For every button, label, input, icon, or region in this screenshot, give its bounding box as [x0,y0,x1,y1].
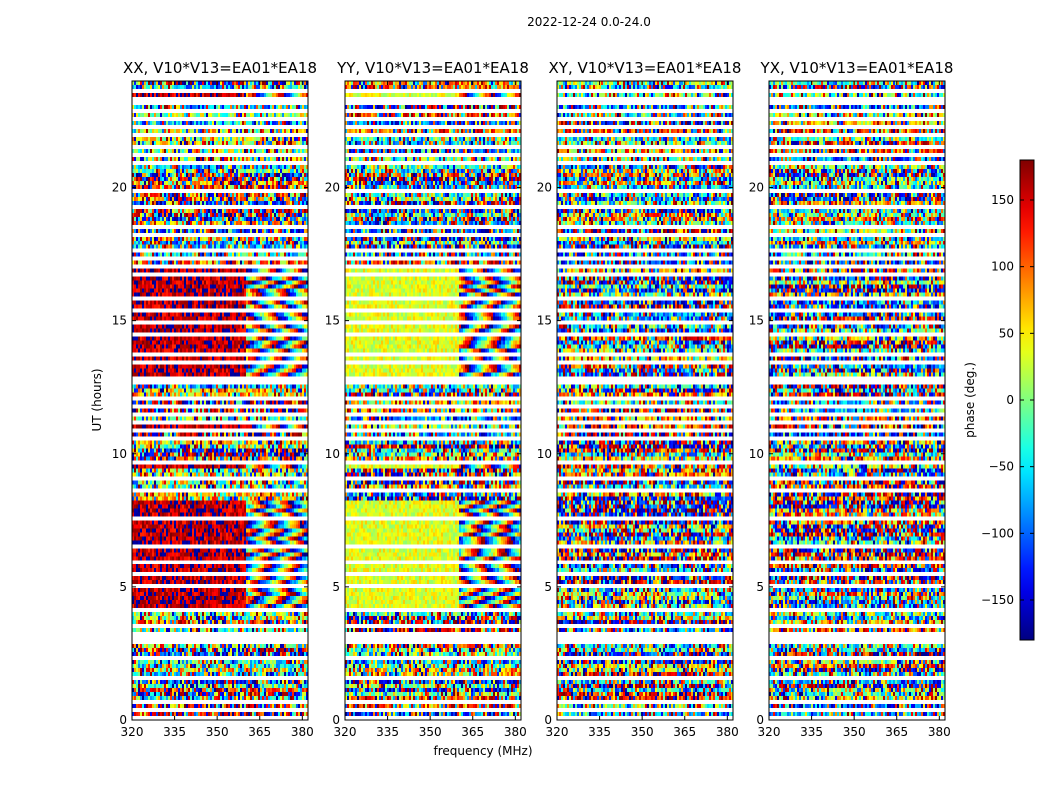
y-tick-label: 15 [112,314,127,328]
panel-2-frame [344,80,522,721]
y-tick-label: 20 [325,181,340,195]
y-tick-label: 20 [537,181,552,195]
colorbar-tick-label: 150 [991,193,1014,207]
y-tick-label: 10 [325,447,340,461]
x-tick-label: 365 [248,725,271,739]
panel-3-title: XY, V10*V13=EA01*EA18 [549,59,742,77]
figure-suptitle: 2022-12-24 0.0-24.0 [527,15,651,29]
y-tick-label: 10 [112,447,127,461]
panel-2-heatmap [345,81,521,720]
colorbar-tick-label: 50 [999,326,1014,340]
panel-3-heatmap [557,81,733,720]
panel-4-frame [768,80,946,721]
panel-2-title: YY, V10*V13=EA01*EA18 [336,59,529,77]
x-tick-label: 350 [631,725,654,739]
x-tick-label: 320 [121,725,144,739]
colorbar-label: phase (deg.) [963,362,977,438]
panel-2: YY, V10*V13=EA01*EA18 320 335 350 365 380 0 5 10… [325,59,529,739]
y-tick-label: 10 [749,447,764,461]
y-tick-label: 0 [332,713,340,727]
x-tick-label: 380 [504,725,527,739]
y-tick-label: 0 [756,713,764,727]
x-axis-label: frequency (MHz) [433,744,532,758]
y-tick-label: 15 [325,314,340,328]
y-tick-label: 5 [756,580,764,594]
y-tick-label: 20 [749,181,764,195]
x-tick-label: 380 [716,725,739,739]
x-tick-label: 335 [588,725,611,739]
x-tick-label: 350 [419,725,442,739]
panel-3: XY, V10*V13=EA01*EA18 320 335 350 365 380 0 5 10… [537,59,742,739]
x-tick-label: 335 [376,725,399,739]
x-tick-label: 365 [673,725,696,739]
panel-4: YX, V10*V13=EA01*EA18 320 335 350 365 380 0 5 10… [749,59,954,739]
y-axis-label: UT (hours) [90,368,104,431]
y-tick-label: 0 [119,713,127,727]
x-tick-label: 335 [163,725,186,739]
colorbar-tick-label: 100 [991,260,1014,274]
colorbar-tick-label: −50 [989,460,1014,474]
panel-4-heatmap [769,81,945,720]
panel-1-frame [131,80,309,721]
y-tick-label: 0 [544,713,552,727]
x-tick-label: 365 [461,725,484,739]
x-tick-label: 320 [334,725,357,739]
y-tick-label: 5 [544,580,552,594]
x-tick-label: 350 [843,725,866,739]
y-tick-label: 15 [749,314,764,328]
x-tick-label: 380 [928,725,951,739]
colorbar-tick-label: −150 [981,593,1014,607]
panels-group: XX, V10*V13=EA01*EA18 320 335 350 365 380 0 5 10… [112,59,954,739]
y-tick-label: 15 [537,314,552,328]
y-tick-label: 20 [112,181,127,195]
x-tick-label: 380 [291,725,314,739]
y-tick-label: 10 [537,447,552,461]
panel-1-title: XX, V10*V13=EA01*EA18 [123,59,317,77]
colorbar-tick-label: −100 [981,526,1014,540]
panel-1-heatmap [132,81,308,720]
panel-3-frame [556,80,734,721]
x-tick-label: 335 [800,725,823,739]
colorbar-tick-label: 0 [1006,393,1014,407]
colorbar: −150 −100 −50 0 50 100 150 [981,159,1035,641]
panel-4-title: YX, V10*V13=EA01*EA18 [760,59,954,77]
y-tick-label: 5 [119,580,127,594]
x-tick-label: 320 [546,725,569,739]
y-tick-label: 5 [332,580,340,594]
panel-1: XX, V10*V13=EA01*EA18 320 335 350 365 380 0 5 10… [112,59,317,739]
x-tick-label: 350 [206,725,229,739]
x-tick-label: 320 [758,725,781,739]
x-tick-label: 365 [885,725,908,739]
